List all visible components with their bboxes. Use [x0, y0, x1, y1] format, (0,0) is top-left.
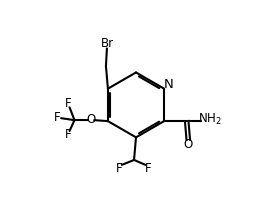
- Text: F: F: [65, 128, 72, 141]
- Text: O: O: [184, 138, 193, 151]
- Text: Br: Br: [101, 37, 114, 50]
- Text: F: F: [116, 162, 123, 175]
- Text: O: O: [86, 113, 96, 126]
- Text: N: N: [164, 78, 174, 91]
- Text: F: F: [65, 97, 72, 110]
- Text: NH$_2$: NH$_2$: [198, 112, 222, 127]
- Text: F: F: [54, 111, 60, 124]
- Text: F: F: [144, 162, 151, 175]
